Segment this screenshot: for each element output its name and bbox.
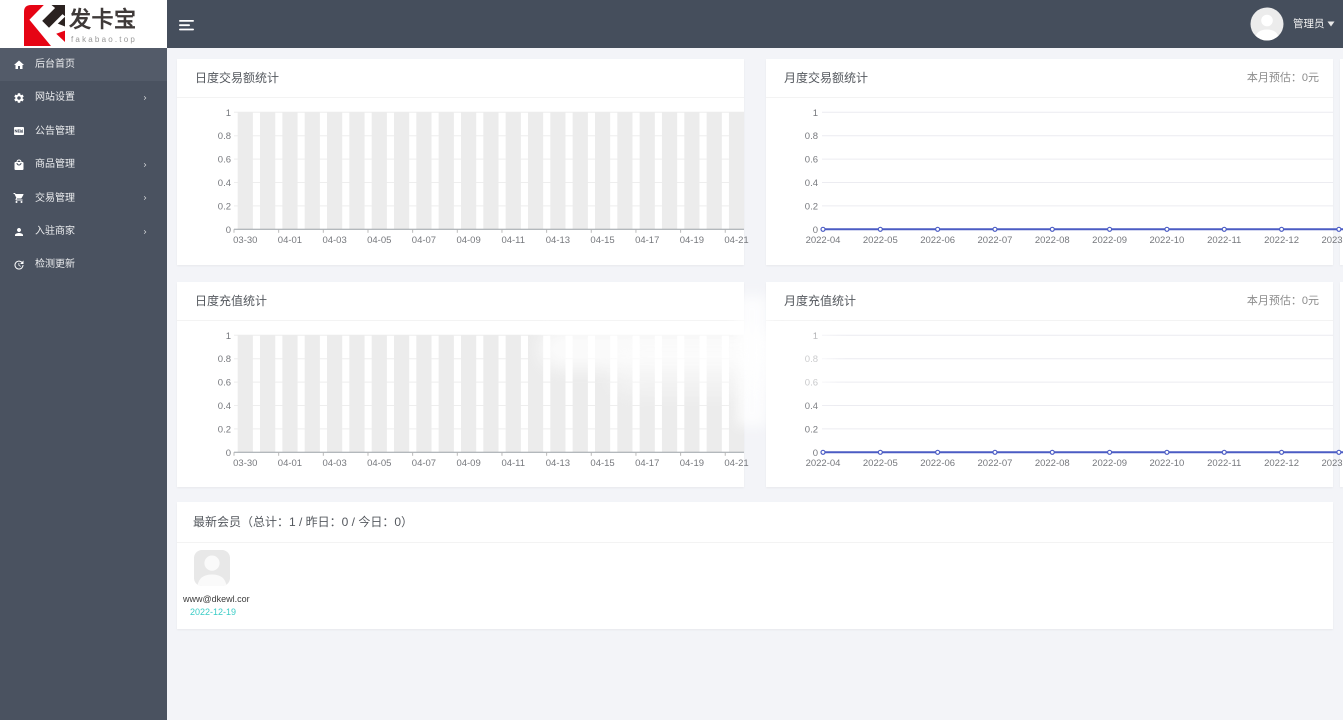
svg-text:0.2: 0.2 <box>805 424 818 435</box>
svg-text:04-01: 04-01 <box>278 458 302 469</box>
svg-text:04-13: 04-13 <box>546 235 570 246</box>
svg-text:04-05: 04-05 <box>367 235 391 246</box>
svg-text:2022-12: 2022-12 <box>1264 458 1299 469</box>
svg-text:04-17: 04-17 <box>635 458 659 469</box>
svg-text:0.6: 0.6 <box>218 378 231 389</box>
svg-text:0: 0 <box>226 448 231 459</box>
svg-text:04-15: 04-15 <box>590 235 614 246</box>
svg-text:2022-10: 2022-10 <box>1149 235 1184 246</box>
svg-text:04-13: 04-13 <box>546 458 570 469</box>
svg-text:2022-04: 2022-04 <box>806 235 841 246</box>
svg-text:03-30: 03-30 <box>233 235 257 246</box>
svg-text:2022-06: 2022-06 <box>920 458 955 469</box>
svg-text:0.8: 0.8 <box>218 131 231 142</box>
svg-text:2022-05: 2022-05 <box>863 458 898 469</box>
svg-text:0.6: 0.6 <box>218 155 231 166</box>
svg-text:04-07: 04-07 <box>412 458 436 469</box>
svg-text:2022-05: 2022-05 <box>863 235 898 246</box>
svg-text:0.2: 0.2 <box>218 424 231 435</box>
svg-text:0.4: 0.4 <box>218 401 231 412</box>
svg-text:2023-01: 2023-01 <box>1321 235 1343 246</box>
svg-text:04-09: 04-09 <box>456 235 480 246</box>
svg-text:0.4: 0.4 <box>805 401 818 412</box>
svg-text:2022-10: 2022-10 <box>1149 458 1184 469</box>
svg-text:04-03: 04-03 <box>322 235 346 246</box>
svg-text:2022-06: 2022-06 <box>920 235 955 246</box>
svg-text:04-19: 04-19 <box>680 458 704 469</box>
svg-text:0.8: 0.8 <box>218 354 231 365</box>
svg-text:2022-08: 2022-08 <box>1035 235 1070 246</box>
svg-text:1: 1 <box>813 108 818 119</box>
svg-text:0: 0 <box>813 225 818 236</box>
svg-text:2022-08: 2022-08 <box>1035 458 1070 469</box>
svg-text:0.2: 0.2 <box>218 201 231 212</box>
svg-text:2022-09: 2022-09 <box>1092 458 1127 469</box>
svg-text:0.2: 0.2 <box>805 201 818 212</box>
svg-text:04-03: 04-03 <box>322 458 346 469</box>
svg-text:0.6: 0.6 <box>805 155 818 166</box>
svg-text:0.4: 0.4 <box>218 178 231 189</box>
svg-text:2022-04: 2022-04 <box>806 458 841 469</box>
svg-text:04-01: 04-01 <box>278 235 302 246</box>
svg-text:04-07: 04-07 <box>412 235 436 246</box>
svg-text:2022-07: 2022-07 <box>978 458 1013 469</box>
svg-text:2022-12: 2022-12 <box>1264 235 1299 246</box>
svg-text:04-21: 04-21 <box>724 235 748 246</box>
svg-text:04-05: 04-05 <box>367 458 391 469</box>
svg-text:04-11: 04-11 <box>501 458 525 469</box>
svg-text:2023-01: 2023-01 <box>1321 458 1343 469</box>
svg-text:2022-11: 2022-11 <box>1207 235 1241 246</box>
svg-text:2022-11: 2022-11 <box>1207 458 1241 469</box>
svg-text:04-11: 04-11 <box>501 235 525 246</box>
svg-text:2022-07: 2022-07 <box>978 235 1013 246</box>
svg-text:1: 1 <box>226 331 231 342</box>
svg-text:04-21: 04-21 <box>724 458 748 469</box>
svg-text:2022-09: 2022-09 <box>1092 235 1127 246</box>
svg-text:04-09: 04-09 <box>456 458 480 469</box>
svg-text:04-15: 04-15 <box>590 458 614 469</box>
svg-text:04-19: 04-19 <box>680 235 704 246</box>
svg-text:0.4: 0.4 <box>805 178 818 189</box>
svg-text:04-17: 04-17 <box>635 235 659 246</box>
svg-text:0.8: 0.8 <box>805 131 818 142</box>
svg-text:0: 0 <box>226 225 231 236</box>
svg-text:03-30: 03-30 <box>233 458 257 469</box>
svg-text:0: 0 <box>813 448 818 459</box>
svg-text:1: 1 <box>226 108 231 119</box>
